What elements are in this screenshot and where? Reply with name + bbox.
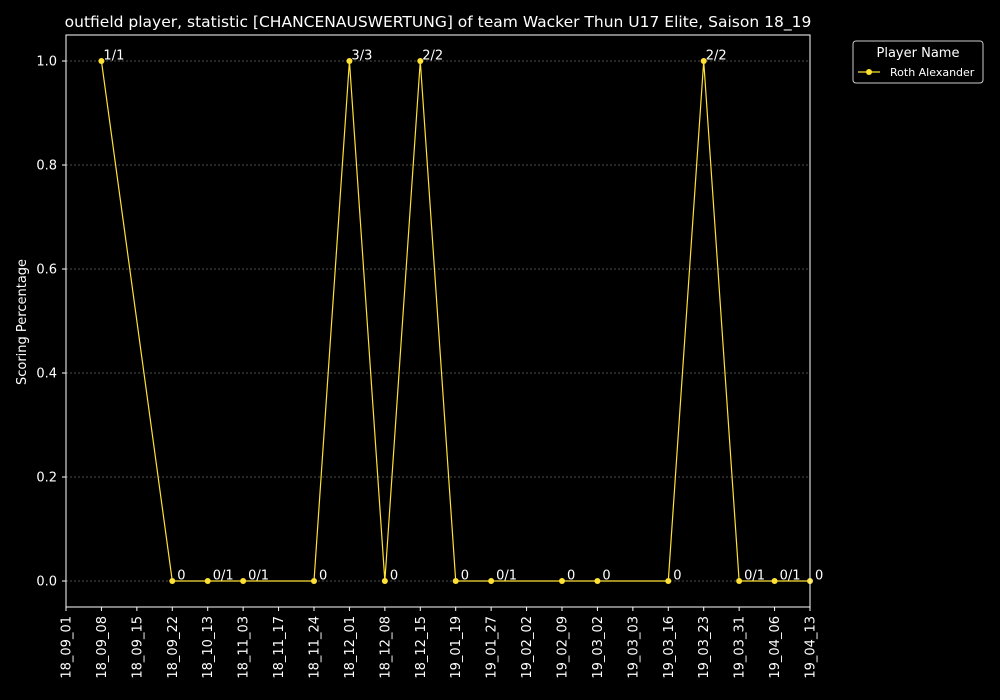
data-label: 0: [461, 569, 469, 584]
data-point: [98, 58, 105, 64]
data-label: 1/1: [103, 49, 124, 64]
x-tick-label: 19_02_09: [556, 616, 571, 679]
x-tick-label: 18_11_17: [272, 616, 287, 679]
legend-title: Player Name: [877, 46, 960, 61]
x-tick-label: 19_03_16: [662, 616, 677, 679]
data-label: 0/1: [213, 569, 234, 584]
data-label: 0/1: [780, 569, 801, 584]
data-point: [771, 578, 778, 584]
data-point: [240, 578, 247, 584]
x-tick-label: 19_03_23: [697, 616, 712, 679]
x-tick-label: 19_03_31: [733, 616, 748, 679]
data-point: [346, 58, 353, 64]
data-point: [417, 58, 424, 64]
data-point: [594, 578, 601, 584]
y-tick-label: 0.0: [36, 575, 57, 590]
data-label: 0: [390, 569, 398, 584]
data-point: [488, 578, 495, 584]
y-tick-label: 0.4: [36, 367, 57, 382]
data-point: [452, 578, 459, 584]
x-tick-label: 18_11_03: [237, 616, 252, 679]
data-point: [169, 578, 176, 584]
x-tick-label: 18_12_08: [378, 616, 393, 679]
y-tick-label: 0.6: [36, 263, 57, 278]
y-tick-label: 0.2: [36, 471, 57, 486]
data-label: 0: [602, 569, 610, 584]
x-tick-label: 18_12_15: [414, 616, 429, 679]
x-tick-label: 19_01_27: [485, 616, 500, 679]
y-axis-ticks: 0.0 0.2 0.4 0.6 0.8 1.0: [36, 55, 66, 590]
legend-box: [852, 40, 984, 84]
data-label: 0: [319, 569, 327, 584]
data-point: [700, 58, 707, 64]
x-tick-label: 18_10_13: [201, 616, 216, 679]
legend-marker-swatch: [866, 69, 872, 75]
data-label: 0: [815, 569, 823, 584]
y-axis-label: Scoring Percentage: [15, 259, 30, 385]
series-layer: [98, 58, 813, 584]
x-tick-label: 19_02_02: [520, 616, 535, 679]
gridlines: [66, 60, 810, 582]
data-label: 0/1: [248, 569, 269, 584]
data-label: 2/2: [706, 49, 727, 64]
x-tick-label: 19_03_03: [626, 616, 641, 679]
data-label: 0: [673, 569, 681, 584]
plot-frame: [65, 34, 811, 608]
data-label: 2/2: [422, 49, 443, 64]
data-label: 0/1: [744, 569, 765, 584]
data-point: [559, 578, 565, 584]
data-point: [204, 578, 211, 584]
x-tick-label: 18_12_01: [343, 616, 358, 679]
data-labels: 1/1 0 0/1 0/1 0 3/3 0 2/2 0 0/1 0 0 0 2/2 0/1 0/1 0: [103, 49, 823, 584]
y-tick-label: 0.8: [36, 159, 57, 174]
data-point: [311, 578, 317, 584]
x-tick-label: 19_04_13: [804, 616, 819, 679]
chart-title: outfield player, statistic [CHANCENAUSWE…: [65, 13, 812, 32]
data-label: 3/3: [351, 49, 372, 64]
data-label: 0/1: [496, 569, 517, 584]
x-tick-label: 19_04_06: [768, 616, 783, 679]
y-tick-label: 1.0: [36, 55, 57, 70]
x-tick-label: 18_11_24: [308, 616, 323, 679]
data-label: 0: [567, 569, 575, 584]
x-tick-label: 19_03_02: [591, 616, 606, 679]
data-point: [665, 578, 672, 584]
x-tick-label: 18_09_22: [166, 616, 181, 679]
x-tick-label: 18_09_08: [95, 616, 110, 679]
series-line-roth-alexander: [100, 60, 810, 582]
data-label: 0: [177, 569, 185, 584]
x-tick-label: 19_01_19: [449, 616, 464, 679]
x-tick-label: 18_09_15: [130, 616, 145, 679]
legend-entry-roth-alexander: Roth Alexander: [890, 66, 975, 79]
legend: Player Name Roth Alexander: [852, 40, 984, 84]
data-point: [381, 578, 388, 584]
data-point: [736, 578, 743, 584]
x-tick-label: 18_09_01: [60, 616, 75, 679]
x-axis-ticks: 18_09_01 18_09_08 18_09_15 18_09_22 18_10_13…: [60, 607, 819, 679]
